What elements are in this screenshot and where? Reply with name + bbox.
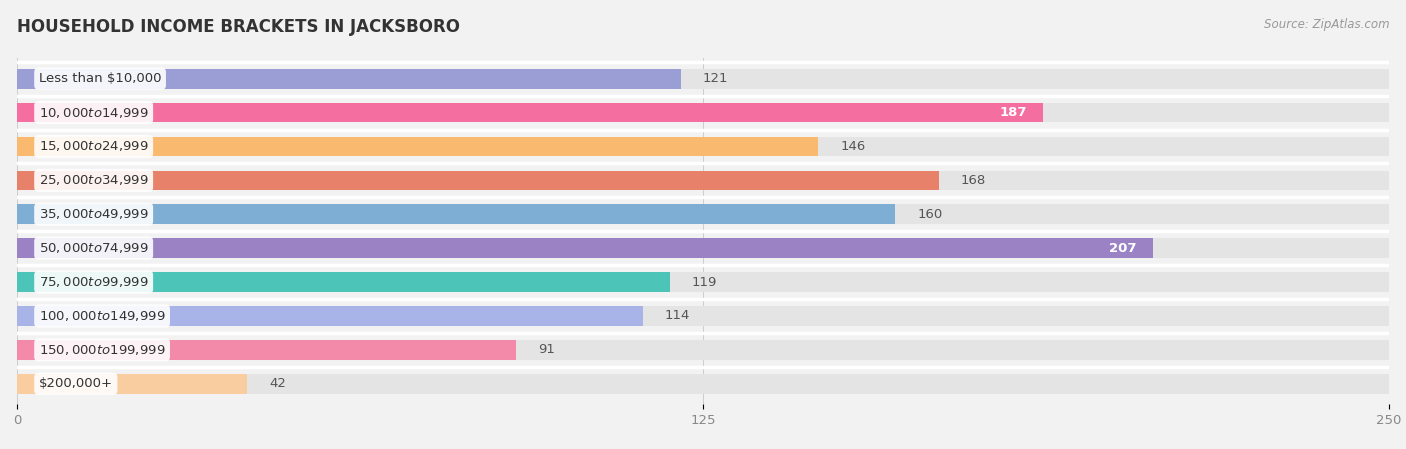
Bar xyxy=(17,171,939,190)
Bar xyxy=(17,103,1043,123)
Text: 207: 207 xyxy=(1109,242,1136,255)
Text: 121: 121 xyxy=(703,72,728,85)
Text: 91: 91 xyxy=(538,343,555,357)
Text: Source: ZipAtlas.com: Source: ZipAtlas.com xyxy=(1264,18,1389,31)
Bar xyxy=(17,340,1389,360)
Text: $35,000 to $49,999: $35,000 to $49,999 xyxy=(39,207,149,221)
Bar xyxy=(17,306,643,326)
Text: $15,000 to $24,999: $15,000 to $24,999 xyxy=(39,140,149,154)
Text: Less than $10,000: Less than $10,000 xyxy=(39,72,162,85)
Text: 119: 119 xyxy=(692,276,717,289)
Bar xyxy=(17,204,1389,224)
Bar xyxy=(17,238,1389,258)
Bar xyxy=(17,204,896,224)
Bar xyxy=(17,69,1389,88)
Bar xyxy=(17,374,247,394)
Text: 42: 42 xyxy=(270,377,287,390)
Text: 187: 187 xyxy=(1000,106,1026,119)
Bar xyxy=(17,272,1389,292)
Bar xyxy=(17,238,1153,258)
Bar xyxy=(17,306,1389,326)
Bar xyxy=(17,136,1389,156)
Text: $10,000 to $14,999: $10,000 to $14,999 xyxy=(39,106,149,119)
Bar xyxy=(17,171,1389,190)
Text: $50,000 to $74,999: $50,000 to $74,999 xyxy=(39,241,149,255)
Bar xyxy=(17,136,818,156)
Text: $150,000 to $199,999: $150,000 to $199,999 xyxy=(39,343,166,357)
Text: 146: 146 xyxy=(841,140,866,153)
Bar xyxy=(17,272,671,292)
Text: $25,000 to $34,999: $25,000 to $34,999 xyxy=(39,173,149,187)
Bar xyxy=(17,374,1389,394)
Text: 114: 114 xyxy=(665,309,690,322)
Text: 168: 168 xyxy=(960,174,986,187)
Text: $200,000+: $200,000+ xyxy=(39,377,112,390)
Bar xyxy=(17,340,516,360)
Text: 160: 160 xyxy=(917,208,942,221)
Text: HOUSEHOLD INCOME BRACKETS IN JACKSBORO: HOUSEHOLD INCOME BRACKETS IN JACKSBORO xyxy=(17,18,460,36)
Bar xyxy=(17,103,1389,123)
Bar xyxy=(17,69,681,88)
Text: $100,000 to $149,999: $100,000 to $149,999 xyxy=(39,309,166,323)
Text: $75,000 to $99,999: $75,000 to $99,999 xyxy=(39,275,149,289)
